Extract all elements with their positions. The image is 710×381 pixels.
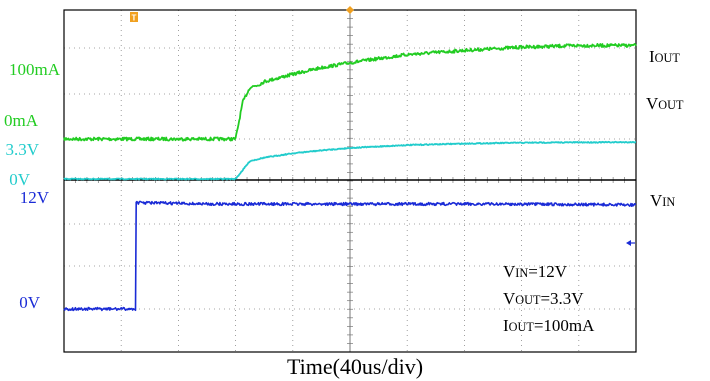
annotation-line: VIN=12V: [503, 262, 568, 281]
trigger-marker-label: T: [132, 14, 137, 23]
traces: [63, 43, 637, 312]
annotation-line: VOUT=3.3V: [503, 289, 584, 308]
trace-iout: [63, 43, 637, 142]
legend-iout: IOUT: [649, 47, 680, 66]
vout-zero-label: 0V: [9, 170, 31, 189]
legend-vin: VIN: [650, 191, 675, 210]
annotation-line: IOUT=100mA: [503, 316, 595, 335]
vin-level-label: 12V: [20, 188, 50, 207]
trigger-marker-icon: [130, 12, 138, 22]
iout-zero-label: 0mA: [4, 111, 39, 130]
center-marker-icon: [346, 6, 354, 14]
legend-vout: VOUT: [646, 94, 684, 113]
markers: T: [130, 6, 635, 246]
vin-zero-label: 0V: [19, 293, 41, 312]
vout-level-label: 3.3V: [5, 140, 39, 159]
iout-level-label: 100mA: [9, 60, 61, 79]
trace-vin: [63, 200, 637, 312]
trace-vout: [63, 140, 637, 181]
labels: 100mA0mA3.3V0V12V0VIOUTVOUTVINVIN=12VVOU…: [4, 47, 684, 379]
x-axis-label: Time(40us/div): [287, 354, 423, 379]
offset-arrow-icon: [626, 240, 631, 246]
